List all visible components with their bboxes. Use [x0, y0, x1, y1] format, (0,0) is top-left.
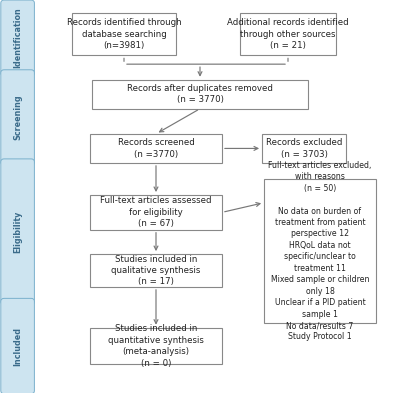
FancyBboxPatch shape — [262, 134, 346, 163]
Text: Studies included in
quantitative synthesis
(meta-analysis)
(n = 0): Studies included in quantitative synthes… — [108, 324, 204, 368]
FancyBboxPatch shape — [240, 13, 336, 55]
FancyBboxPatch shape — [92, 80, 308, 109]
Text: Records screened
(n =3770): Records screened (n =3770) — [118, 138, 194, 159]
Text: Full-text articles excluded,
with reasons
(n = 50)

No data on burden of
treatme: Full-text articles excluded, with reason… — [268, 161, 372, 342]
FancyBboxPatch shape — [1, 0, 34, 76]
Text: Identification: Identification — [13, 7, 22, 68]
Text: Additional records identified
through other sources
(n = 21): Additional records identified through ot… — [227, 18, 349, 50]
FancyBboxPatch shape — [1, 298, 34, 393]
Text: Included: Included — [13, 327, 22, 365]
FancyBboxPatch shape — [90, 254, 222, 287]
Text: Records excluded
(n = 3703): Records excluded (n = 3703) — [266, 138, 342, 159]
FancyBboxPatch shape — [264, 180, 376, 323]
Text: Full-text articles assessed
for eligibility
(n = 67): Full-text articles assessed for eligibil… — [100, 196, 212, 228]
FancyBboxPatch shape — [90, 195, 222, 230]
FancyBboxPatch shape — [90, 134, 222, 163]
Text: Records identified through
database searching
(n=3981): Records identified through database sear… — [67, 18, 181, 50]
Text: Studies included in
qualitative synthesis
(n = 17): Studies included in qualitative synthesi… — [111, 255, 201, 286]
Text: Records after duplicates removed
(n = 3770): Records after duplicates removed (n = 37… — [127, 84, 273, 105]
Text: Eligibility: Eligibility — [13, 211, 22, 253]
FancyBboxPatch shape — [1, 159, 34, 305]
FancyBboxPatch shape — [72, 13, 176, 55]
FancyBboxPatch shape — [90, 328, 222, 364]
Text: Screening: Screening — [13, 95, 22, 140]
FancyBboxPatch shape — [1, 70, 34, 165]
